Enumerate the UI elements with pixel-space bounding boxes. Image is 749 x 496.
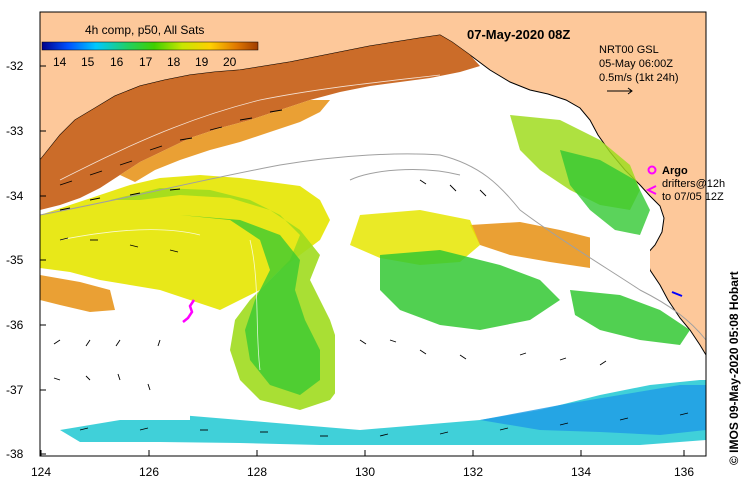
legend-tick-15: 15 xyxy=(81,55,95,69)
y-tick-label: -35 xyxy=(6,253,24,267)
x-tick-label: 136 xyxy=(674,465,694,479)
x-tick-label: 128 xyxy=(247,465,267,479)
sst-green-far-east xyxy=(570,290,690,345)
legend-tick-18: 18 xyxy=(167,55,181,69)
sst-orange-band xyxy=(120,100,330,182)
sst-yellow-region xyxy=(40,175,330,310)
x-tick-label: 130 xyxy=(355,465,375,479)
y-tick-label: -37 xyxy=(6,383,24,397)
sst-contour-lines xyxy=(59,74,701,381)
legend-label: 4h comp, p50, All Sats xyxy=(85,23,204,37)
y-tick-label: -36 xyxy=(6,318,24,332)
info-date: 05-May 06:00Z xyxy=(599,58,673,70)
legend-tick-19: 19 xyxy=(195,55,209,69)
sst-blue-deep xyxy=(480,385,706,435)
sst-green-coast xyxy=(560,150,650,235)
sst-yellow-east xyxy=(350,210,480,265)
drifter-track xyxy=(182,299,196,323)
sst-green-mid-east xyxy=(380,250,560,330)
legend-tick-20: 20 xyxy=(223,55,237,69)
argo-icon xyxy=(647,165,657,175)
info-source: NRT00 GSL xyxy=(599,44,659,56)
y-tick-label: -32 xyxy=(6,59,24,73)
y-tick-label: -38 xyxy=(6,447,24,461)
map-title: 07-May-2020 08Z xyxy=(467,27,570,42)
argo-label: Argo xyxy=(662,165,688,177)
sst-orange-patch-1 xyxy=(40,275,115,312)
legend-colorbar xyxy=(41,41,259,51)
x-tick-label: 134 xyxy=(571,465,591,479)
sst-cloud-gap xyxy=(160,80,570,185)
current-vectors xyxy=(53,109,689,437)
legend-tick-16: 16 xyxy=(110,55,124,69)
sst-orange-patch-2 xyxy=(470,222,620,268)
y-tick-label: -33 xyxy=(6,124,24,138)
legend-tick-14: 14 xyxy=(53,55,67,69)
legend-tick-17: 17 xyxy=(139,55,153,69)
x-tick-label: 126 xyxy=(139,465,159,479)
drifters-label-1: drifters@12h xyxy=(662,178,725,190)
drifter-track-east xyxy=(671,291,683,297)
plot-frame xyxy=(39,11,707,457)
isobath-lines xyxy=(39,153,707,341)
scale-arrow-icon xyxy=(607,87,633,95)
drifters-label-2: to 07/05 12Z xyxy=(662,191,724,203)
x-tick-label: 124 xyxy=(31,465,51,479)
sst-green-mid xyxy=(180,215,320,395)
drifter-icon xyxy=(645,185,657,195)
y-tick-label: -34 xyxy=(6,189,24,203)
info-scale: 0.5m/s (1kt 24h) xyxy=(599,72,678,84)
x-tick-label: 132 xyxy=(463,465,483,479)
imos-credit: © IMOS 09-May-2020 05:08 Hobart xyxy=(727,271,741,465)
x-axis xyxy=(40,450,685,456)
sst-warm-band xyxy=(40,35,480,210)
